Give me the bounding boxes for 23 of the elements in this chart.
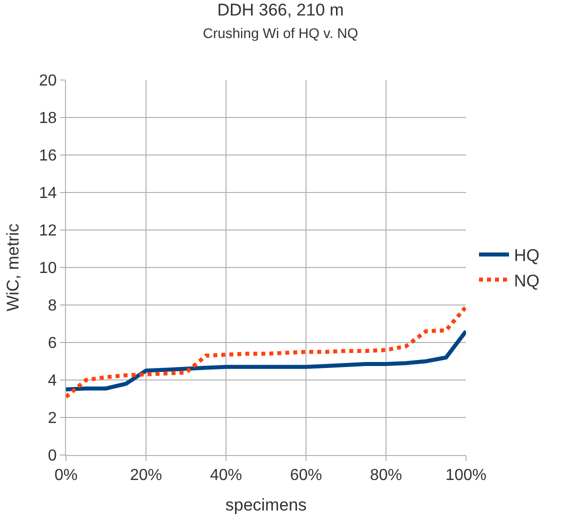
legend-label: NQ xyxy=(514,271,540,290)
chart-title: DDH 366, 210 m xyxy=(217,0,344,20)
x-tick-label: 40% xyxy=(210,467,242,484)
y-tick-label: 16 xyxy=(39,148,57,165)
y-axis-title: WiC, metric xyxy=(4,223,23,312)
y-tick-label: 0 xyxy=(48,448,57,465)
x-tick-label: 60% xyxy=(290,467,322,484)
x-tick-label: 80% xyxy=(370,467,402,484)
x-tick-label: 100% xyxy=(446,467,486,484)
y-tick-label: 18 xyxy=(39,110,57,128)
y-tick-label: 6 xyxy=(48,335,57,352)
x-axis-title: specimens xyxy=(225,496,307,515)
y-tick-label: 14 xyxy=(39,185,57,202)
y-tick-label: 12 xyxy=(39,222,57,240)
chart-subtitle: Crushing Wi of HQ v. NQ xyxy=(202,24,358,41)
y-tick-label: 2 xyxy=(48,410,57,428)
y-tick-label: 10 xyxy=(39,260,57,278)
x-tick-label: 20% xyxy=(130,467,162,484)
y-tick-label: 20 xyxy=(39,72,57,90)
legend-label: HQ xyxy=(514,246,540,266)
x-tick-label: 0% xyxy=(54,467,78,484)
y-tick-label: 4 xyxy=(48,372,57,390)
y-tick-label: 8 xyxy=(48,298,57,315)
